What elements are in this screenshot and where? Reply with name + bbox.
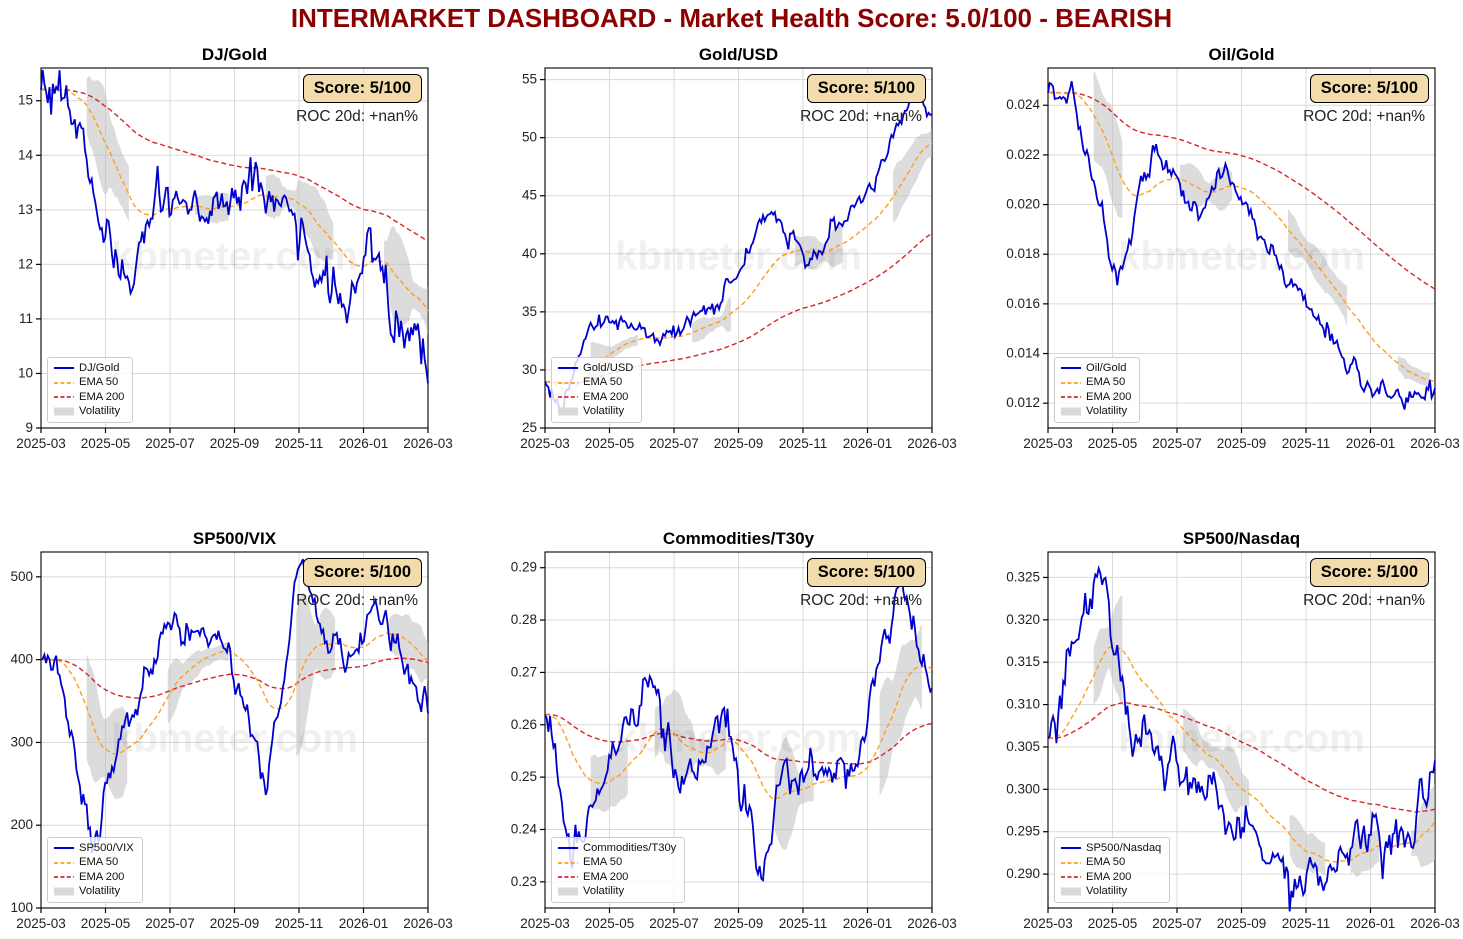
svg-text:2025-11: 2025-11 [1282,436,1331,451]
svg-text:0.27: 0.27 [511,664,537,679]
svg-text:0.300: 0.300 [1006,781,1040,796]
svg-text:500: 500 [10,569,33,584]
svg-text:2026-01: 2026-01 [339,436,389,451]
svg-text:2025-03: 2025-03 [520,436,570,451]
svg-text:0.23: 0.23 [511,874,537,889]
svg-text:0.315: 0.315 [1006,654,1040,669]
svg-text:2025-11: 2025-11 [779,436,828,451]
svg-text:11: 11 [19,311,33,326]
svg-text:2026-03: 2026-03 [1410,436,1460,451]
svg-text:0.290: 0.290 [1006,866,1040,881]
svg-text:0.310: 0.310 [1006,697,1040,712]
svg-text:0.022: 0.022 [1006,147,1040,162]
svg-text:0.28: 0.28 [511,612,537,627]
svg-text:0.305: 0.305 [1006,739,1040,754]
svg-text:25: 25 [522,420,537,435]
svg-text:2026-03: 2026-03 [907,436,957,451]
svg-text:2025-03: 2025-03 [1023,436,1073,451]
svg-text:2025-05: 2025-05 [81,916,131,931]
svg-text:2026-03: 2026-03 [907,916,957,931]
svg-text:12: 12 [18,256,33,271]
svg-text:2025-09: 2025-09 [1217,436,1267,451]
svg-text:2025-07: 2025-07 [145,916,195,931]
svg-text:kbmeter.com: kbmeter.com [615,235,862,279]
svg-text:40: 40 [522,246,537,261]
svg-text:2025-03: 2025-03 [520,916,570,931]
svg-text:35: 35 [522,304,537,319]
svg-text:2025-09: 2025-09 [210,916,260,931]
svg-text:55: 55 [522,72,537,87]
svg-text:9: 9 [25,420,33,435]
svg-text:2025-11: 2025-11 [275,916,324,931]
svg-text:0.014: 0.014 [1006,346,1040,361]
svg-text:0.320: 0.320 [1006,612,1040,627]
svg-text:13: 13 [18,202,33,217]
svg-text:0.024: 0.024 [1006,97,1040,112]
svg-text:14: 14 [18,147,34,162]
svg-text:2025-07: 2025-07 [649,916,699,931]
svg-text:400: 400 [10,652,33,667]
svg-text:2025-05: 2025-05 [1088,436,1138,451]
svg-text:0.012: 0.012 [1006,395,1040,410]
svg-text:kbmeter.com: kbmeter.com [111,716,358,760]
svg-text:50: 50 [522,130,537,145]
svg-text:2026-01: 2026-01 [843,916,893,931]
svg-text:2025-03: 2025-03 [16,916,66,931]
svg-text:0.26: 0.26 [511,717,537,732]
svg-text:2025-07: 2025-07 [1152,916,1202,931]
svg-text:0.25: 0.25 [511,769,537,784]
svg-text:2026-03: 2026-03 [403,916,453,931]
svg-text:kbmeter.com: kbmeter.com [615,716,862,760]
svg-text:0.295: 0.295 [1006,824,1040,839]
svg-text:15: 15 [18,93,33,108]
svg-text:2025-05: 2025-05 [81,436,131,451]
svg-text:2025-05: 2025-05 [585,436,635,451]
svg-text:2025-11: 2025-11 [779,916,828,931]
svg-text:2025-07: 2025-07 [145,436,195,451]
svg-text:2025-09: 2025-09 [714,436,764,451]
svg-text:10: 10 [18,365,33,380]
svg-text:100: 100 [10,900,33,915]
svg-text:2026-01: 2026-01 [339,916,389,931]
svg-text:0.325: 0.325 [1006,569,1040,584]
svg-text:300: 300 [10,734,33,749]
svg-text:2026-01: 2026-01 [843,436,893,451]
svg-text:kbmeter.com: kbmeter.com [111,235,358,279]
svg-text:2026-01: 2026-01 [1346,916,1396,931]
svg-text:30: 30 [522,362,537,377]
svg-text:kbmeter.com: kbmeter.com [1118,716,1365,760]
svg-text:2025-09: 2025-09 [1217,916,1267,931]
svg-text:0.016: 0.016 [1006,296,1040,311]
svg-text:2025-03: 2025-03 [1023,916,1073,931]
svg-text:2026-01: 2026-01 [1346,436,1396,451]
svg-text:0.020: 0.020 [1006,197,1040,212]
svg-text:2025-05: 2025-05 [1088,916,1138,931]
svg-text:2025-09: 2025-09 [714,916,764,931]
svg-text:kbmeter.com: kbmeter.com [1118,235,1365,279]
svg-text:0.29: 0.29 [511,560,537,575]
svg-text:2025-07: 2025-07 [649,436,699,451]
svg-text:2025-05: 2025-05 [585,916,635,931]
svg-text:45: 45 [522,188,537,203]
svg-text:2026-03: 2026-03 [403,436,453,451]
svg-text:2025-11: 2025-11 [1282,916,1331,931]
svg-text:200: 200 [10,817,33,832]
svg-text:0.24: 0.24 [511,821,538,836]
svg-text:2025-07: 2025-07 [1152,436,1202,451]
svg-text:2025-03: 2025-03 [16,436,66,451]
svg-text:2025-09: 2025-09 [210,436,260,451]
svg-text:2025-11: 2025-11 [275,436,324,451]
svg-text:0.018: 0.018 [1006,246,1040,261]
svg-text:2026-03: 2026-03 [1410,916,1460,931]
